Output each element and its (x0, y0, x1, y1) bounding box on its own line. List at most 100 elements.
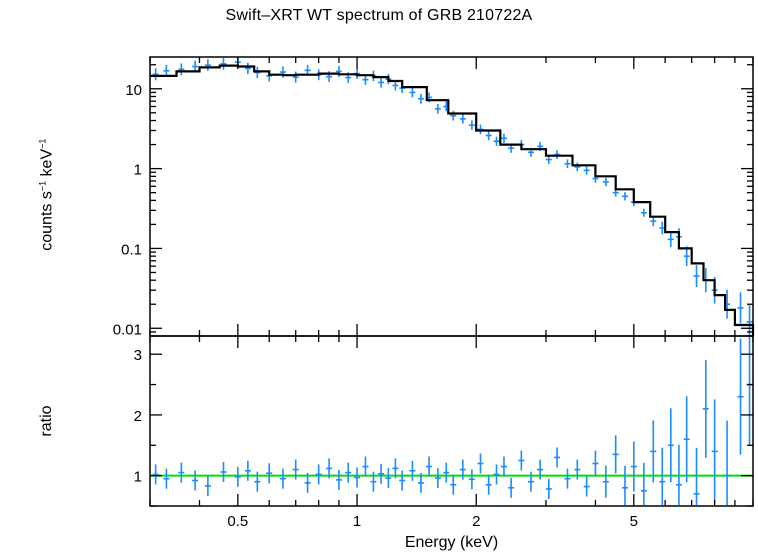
x-axis-label: Energy (keV) (404, 534, 499, 551)
ratio-point (592, 450, 599, 477)
ratio-panel: 0.5 1 2 5 1 2 3 (134, 335, 754, 530)
ratio-point (702, 359, 709, 458)
ratio-point (468, 469, 475, 490)
spectrum-frame (149, 56, 754, 337)
ratio-point (746, 337, 753, 446)
ratio-point (315, 464, 322, 485)
y-tick-label: 3 (134, 347, 142, 364)
ratio-point (450, 474, 457, 495)
ratio-point (152, 464, 159, 485)
spectrum-point (493, 136, 500, 146)
y-tick-label: 0.01 (113, 321, 142, 338)
ratio-point (426, 456, 433, 477)
y-tick-label: 1 (134, 162, 142, 179)
spectrum-point (500, 133, 507, 143)
spectrum-point (693, 265, 700, 288)
ratio-point (266, 463, 273, 484)
ratio-point (443, 462, 450, 483)
ratio-point (362, 456, 369, 477)
y-tick-label: 1 (134, 469, 142, 486)
ratio-point (417, 472, 424, 493)
spectrum-point (683, 246, 690, 266)
spectrum-point (178, 63, 185, 76)
spectrum-point (417, 93, 424, 104)
spectrum-point (434, 103, 441, 114)
ratio-point (434, 468, 441, 489)
ratio-point (304, 472, 311, 493)
ratio-point (602, 465, 609, 498)
ratio-point (399, 470, 406, 491)
y-tick-label: 10 (125, 82, 142, 99)
ratio-point (163, 468, 170, 489)
y-tick-label: 2 (134, 408, 142, 425)
ratio-point (693, 447, 700, 505)
spectrum-point (554, 150, 561, 159)
ratio-point (345, 462, 352, 483)
spectrum-point (163, 64, 170, 77)
ratio-point (244, 460, 251, 481)
ratio-point (612, 435, 619, 474)
ratio-point (518, 450, 525, 471)
ratio-point (378, 463, 385, 484)
ratio-point (667, 408, 674, 483)
spectrum-point (737, 292, 744, 324)
ratio-point (683, 396, 690, 483)
spectrum-point (468, 120, 475, 130)
ratio-point (459, 459, 466, 480)
spectrum-point (459, 114, 466, 124)
spectrum-point (640, 208, 647, 217)
x-tick-label: 1 (353, 513, 361, 530)
ratio-point (574, 459, 581, 480)
ratio-frame (149, 335, 754, 507)
model-curve (150, 64, 755, 336)
spectrum-point (667, 231, 674, 247)
spectrum-point (602, 177, 609, 187)
ratio-point (583, 476, 590, 497)
spectrum-point (152, 68, 159, 81)
spectrum-point (621, 192, 628, 201)
spectrum-point (244, 62, 251, 75)
ratio-point (178, 462, 185, 483)
ratio-point (279, 468, 286, 489)
ratio-point (392, 458, 399, 479)
ratio-point (326, 458, 333, 479)
ratio-point (493, 464, 500, 485)
ratio-point (711, 399, 718, 504)
spectrum-point (574, 162, 581, 172)
ratio-point (621, 465, 628, 505)
spectrum-point (564, 159, 571, 169)
ratio-point (564, 468, 571, 489)
ratio-point (220, 462, 227, 482)
spectrum-point (378, 77, 385, 88)
ratio-point (675, 444, 682, 505)
ratio-point (508, 477, 515, 498)
ratio-point (537, 459, 544, 480)
x-tick-label: 2 (472, 513, 480, 530)
ratio-point (354, 467, 361, 488)
ratio-point (485, 474, 492, 495)
x-tick-label: 5 (630, 513, 638, 530)
spectrum-point (746, 305, 753, 339)
spectrum-point (583, 166, 590, 175)
ratio-point (477, 453, 484, 474)
ratio-point (630, 441, 637, 492)
spectrum-point (450, 110, 457, 121)
y-tick-label: 0.1 (121, 241, 142, 258)
ratio-point (370, 471, 377, 492)
spectrum-point (409, 87, 416, 98)
ratio-point (335, 469, 342, 490)
ratio-point (640, 462, 647, 505)
spectrum-point (485, 130, 492, 141)
ratio-point (192, 470, 199, 491)
ratio-point (527, 471, 534, 492)
spectrum-point (292, 71, 299, 83)
spectrum-panel: 10 1 0.1 0.01 (113, 56, 755, 339)
ratio-point (292, 459, 299, 480)
ratio-point (724, 420, 731, 505)
ratio-point (545, 479, 552, 499)
x-tick-label: 0.5 (227, 513, 248, 530)
ratio-point (385, 468, 392, 489)
ratio-point (554, 447, 561, 468)
ratio-point (650, 420, 657, 483)
